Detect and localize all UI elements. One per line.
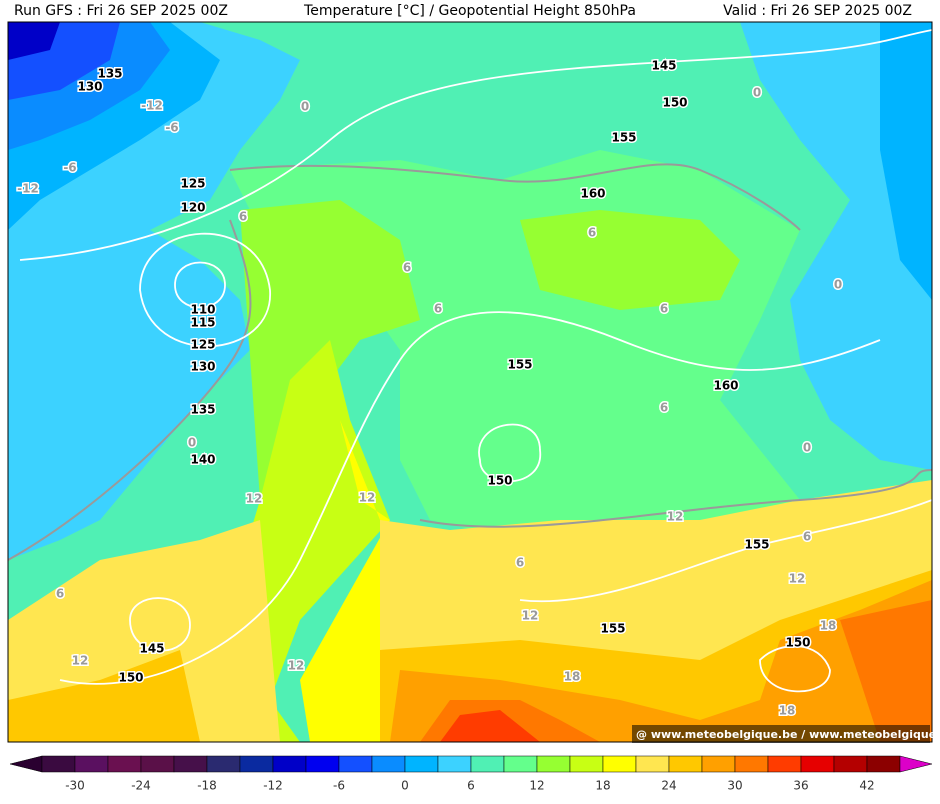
height-label: 115 xyxy=(190,316,215,330)
colorbar-cell xyxy=(866,755,901,773)
colorbar-tick-label: 30 xyxy=(727,779,742,793)
height-label: 120 xyxy=(180,201,205,215)
temperature-label: 0 xyxy=(803,441,811,455)
temperature-label: 12 xyxy=(72,654,89,668)
height-label: 160 xyxy=(713,379,738,393)
colorbar-tick-label: -30 xyxy=(65,779,85,793)
temperature-label: 0 xyxy=(188,436,196,450)
colorbar-tick-label: -6 xyxy=(333,779,345,793)
colorbar-cell xyxy=(701,755,736,773)
colorbar-cell xyxy=(173,755,208,773)
temperature-label: 18 xyxy=(820,619,837,633)
temperature-label: 6 xyxy=(516,556,524,570)
colorbar-tick-label: -12 xyxy=(263,779,283,793)
colorbar-tick-label: -18 xyxy=(197,779,217,793)
height-label: 145 xyxy=(139,642,164,656)
temperature-label: -12 xyxy=(17,182,39,196)
height-label: 110 xyxy=(190,303,215,317)
colorbar-cell xyxy=(734,755,769,773)
colorbar-low-end xyxy=(9,755,43,773)
colorbar-cell xyxy=(140,755,175,773)
temperature-label: 12 xyxy=(288,659,305,673)
colorbar-tick-label: 12 xyxy=(529,779,544,793)
height-label: 130 xyxy=(77,80,102,94)
height-label: 125 xyxy=(180,177,205,191)
height-label: 155 xyxy=(600,622,625,636)
temperature-label: -6 xyxy=(165,121,178,135)
colorbar-cell xyxy=(437,755,472,773)
height-label: 140 xyxy=(190,453,215,467)
height-label: 125 xyxy=(190,338,215,352)
height-label: 160 xyxy=(580,187,605,201)
colorbar-cell xyxy=(74,755,109,773)
colorbar-cell xyxy=(338,755,373,773)
run-label: Run GFS : Fri 26 SEP 2025 00Z xyxy=(14,3,228,19)
colorbar-cell xyxy=(206,755,241,773)
colorbar-cell xyxy=(371,755,406,773)
map-title: Temperature [°C] / Geopotential Height 8… xyxy=(303,3,636,19)
height-label: 155 xyxy=(744,538,769,552)
temperature-label: 0 xyxy=(753,86,761,100)
colorbar-tick-label: 42 xyxy=(859,779,874,793)
height-label: 150 xyxy=(662,96,687,110)
temperature-label: 12 xyxy=(789,572,806,586)
height-label: 150 xyxy=(785,636,810,650)
colorbar-cell xyxy=(602,755,637,773)
colorbar-cell xyxy=(305,755,340,773)
height-label: 155 xyxy=(507,358,532,372)
temperature-label: 6 xyxy=(239,210,247,224)
colorbar-cell xyxy=(503,755,538,773)
height-label: 150 xyxy=(487,474,512,488)
temperature-label: -6 xyxy=(63,161,76,175)
map-border xyxy=(7,21,933,743)
colorbar-cell xyxy=(569,755,604,773)
height-label: 130 xyxy=(190,360,215,374)
colorbar-cell xyxy=(536,755,571,773)
colorbar-cell xyxy=(404,755,439,773)
valid-label: Valid : Fri 26 SEP 2025 00Z xyxy=(723,3,912,19)
colorbar-cell xyxy=(272,755,307,773)
temperature-label: 6 xyxy=(588,226,596,240)
temperature-label: 18 xyxy=(779,704,796,718)
temperature-label: -12 xyxy=(141,99,163,113)
colorbar-tick-label: 36 xyxy=(793,779,808,793)
height-label: 155 xyxy=(611,131,636,145)
colorbar-high-end xyxy=(899,755,933,773)
colorbar-tick-label: 18 xyxy=(595,779,610,793)
temperature-label: 6 xyxy=(660,401,668,415)
height-label: 145 xyxy=(651,59,676,73)
colorbar-cell xyxy=(833,755,868,773)
temperature-label: 18 xyxy=(564,670,581,684)
temperature-label: 12 xyxy=(667,510,684,524)
temperature-label: 12 xyxy=(522,609,539,623)
height-label: 150 xyxy=(118,671,143,685)
map-area xyxy=(8,22,932,742)
colorbar-cell xyxy=(800,755,835,773)
temperature-label: 0 xyxy=(834,278,842,292)
temperature-label: 12 xyxy=(359,491,376,505)
temperature-label: 6 xyxy=(803,530,811,544)
temperature-label: 6 xyxy=(434,302,442,316)
colorbar-cell xyxy=(470,755,505,773)
colorbar-cell xyxy=(41,755,76,773)
temperature-label: 0 xyxy=(301,100,309,114)
colorbar-cell xyxy=(239,755,274,773)
height-label: 135 xyxy=(190,403,215,417)
temperature-label: 6 xyxy=(403,261,411,275)
colorbar-tick-label: 0 xyxy=(401,779,409,793)
temperature-label: 12 xyxy=(246,492,263,506)
watermark-box xyxy=(632,725,930,743)
colorbar-tick-label: 24 xyxy=(661,779,676,793)
colorbar-tick-label: -24 xyxy=(131,779,151,793)
colorbar-cell xyxy=(767,755,802,773)
temperature-label: 6 xyxy=(56,587,64,601)
temperature-label: 6 xyxy=(660,302,668,316)
colorbar-cell xyxy=(668,755,703,773)
height-label: 135 xyxy=(97,67,122,81)
colorbar-tick-label: 6 xyxy=(467,779,475,793)
colorbar-cell xyxy=(107,755,142,773)
colorbar-cell xyxy=(635,755,670,773)
watermark: @ www.meteobelgique.be / www.meteobelgiq… xyxy=(636,728,940,741)
